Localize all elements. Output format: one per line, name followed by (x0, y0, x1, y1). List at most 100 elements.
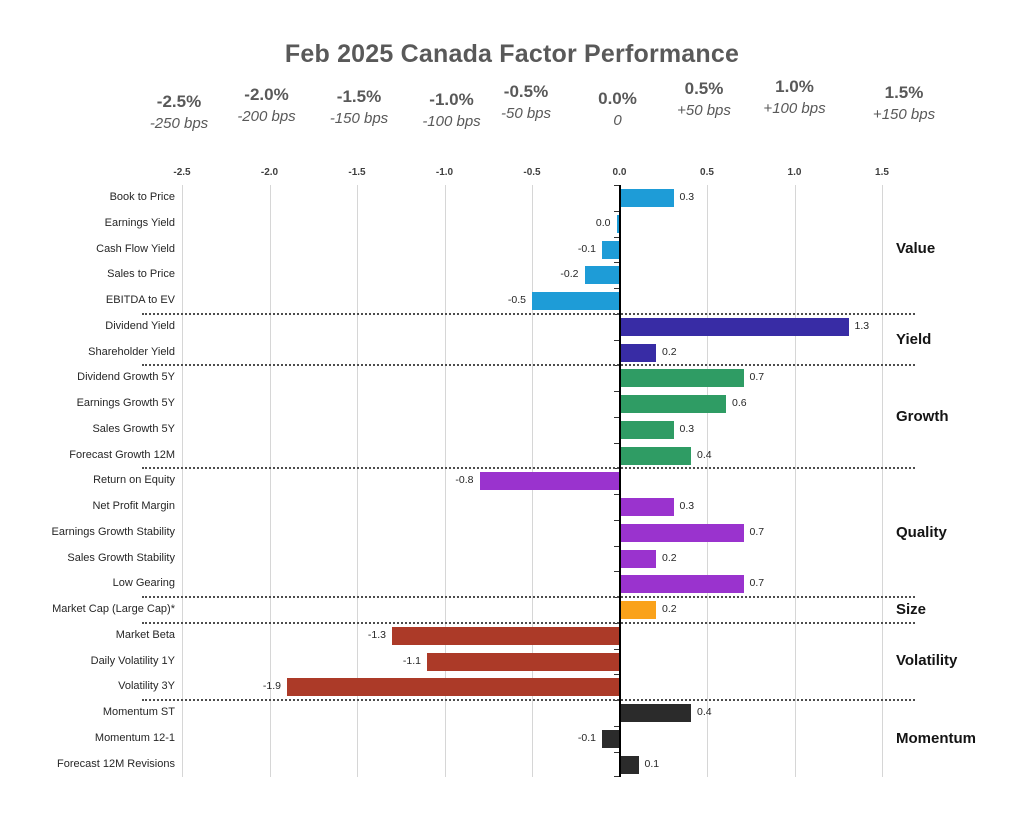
zero-axis-tick (614, 288, 619, 289)
group-separator (142, 467, 915, 470)
group-separator (142, 364, 915, 367)
group-separator (142, 699, 915, 701)
gridline (269, 185, 271, 777)
scale-column: 1.5% +150 bps (873, 83, 935, 123)
bar-value-label: 0.3 (679, 500, 695, 512)
zero-axis-tick (614, 185, 619, 186)
factor-bar (621, 549, 656, 568)
scale-column: 0.5% +50 bps (677, 79, 731, 119)
category-label: Quality (896, 523, 947, 541)
scale-bps-label: +50 bps (677, 102, 731, 119)
factor-bar (621, 369, 744, 388)
zero-axis-tick (614, 725, 619, 727)
group-separator (142, 621, 915, 624)
bar-value-label: -0.1 (577, 731, 596, 744)
bar-value-label: -1.9 (262, 680, 281, 693)
zero-axis-tick (614, 571, 619, 573)
scale-bps-label: 0 (613, 112, 622, 129)
factor-bar (621, 317, 849, 336)
scale-bps-label: -150 bps (329, 110, 389, 127)
factor-bar (621, 498, 674, 516)
bar-value-label: 0.4 (697, 706, 712, 718)
factor-bar (621, 446, 691, 465)
factor-bar (479, 472, 620, 491)
bar-value-label: 0.2 (662, 551, 677, 564)
bar-value-label: 0.7 (749, 577, 765, 590)
group-separator (142, 312, 915, 315)
bar-value-label: 0.7 (749, 371, 765, 384)
category-label: Growth (896, 407, 949, 425)
factor-bar (532, 292, 620, 310)
factor-bar (621, 343, 656, 362)
factor-label: Market Beta (115, 628, 175, 641)
factor-bar (287, 678, 620, 697)
factor-label: Momentum ST (102, 706, 175, 718)
factor-bar (621, 755, 639, 774)
zero-axis-tick (614, 262, 619, 264)
scale-bps-label: -50 bps (500, 105, 552, 122)
scale-column: -0.5% -50 bps (501, 82, 551, 122)
scale-percent-label: 0.0% (598, 89, 637, 108)
factor-label: Net Profit Margin (92, 500, 175, 512)
factor-label: Sales to Price (107, 268, 175, 281)
scale-percent-label: -2.0% (244, 85, 289, 104)
gridline (357, 185, 358, 777)
factor-label: Forecast Growth 12M (69, 448, 175, 461)
factor-label: Low Gearing (112, 577, 175, 590)
axis-tick-label: -1.0 (435, 167, 454, 178)
factor-bar (621, 601, 656, 619)
axis-tick-label: -2.5 (173, 167, 191, 178)
factor-label: Sales Growth 5Y (92, 422, 175, 435)
factor-bar (602, 729, 620, 748)
category-label: Momentum (896, 729, 976, 747)
axis-tick-label: 0.0 (612, 167, 627, 178)
factor-bar (427, 652, 620, 671)
category-label: Yield (896, 330, 932, 348)
scale-column: -2.0% -200 bps (237, 85, 295, 125)
factor-bar (602, 240, 620, 259)
factor-label: Earnings Yield (104, 216, 175, 229)
zero-axis-tick (614, 674, 619, 676)
scale-bps-label: +100 bps (763, 100, 826, 117)
bar-value-label: -0.5 (507, 294, 526, 306)
bar-value-label: 0.3 (679, 422, 695, 435)
bar-value-label: 0.3 (679, 191, 695, 203)
scale-column: -2.5% -250 bps (150, 92, 208, 132)
factor-label: Book to Price (109, 191, 175, 203)
zero-axis-tick (614, 648, 619, 650)
zero-axis-tick (614, 545, 619, 547)
factor-bar (621, 189, 674, 207)
zero-axis-tick (614, 339, 619, 341)
chart-title: Feb 2025 Canada Factor Performance (284, 40, 740, 68)
zero-axis-tick (614, 442, 619, 444)
factor-label: Earnings Growth 5Y (76, 397, 175, 409)
axis-tick-label: 1.0 (787, 167, 802, 178)
factor-bar (392, 626, 620, 645)
category-label: Value (896, 240, 936, 258)
gridline (444, 185, 446, 777)
axis-tick-label: -0.5 (523, 167, 541, 178)
zero-axis-tick (614, 751, 619, 753)
zero-axis-tick (614, 236, 619, 238)
factor-label: Daily Volatility 1Y (90, 654, 175, 667)
scale-percent-label: -0.5% (503, 82, 549, 101)
factor-label: Volatility 3Y (118, 680, 175, 693)
scale-percent-label: -1.5% (336, 87, 382, 106)
zero-axis-tick (614, 416, 619, 418)
zero-axis-tick (614, 391, 619, 392)
factor-bar (621, 523, 744, 542)
scale-column: 0.0% 0 (598, 89, 637, 129)
axis-tick-label: 0.5 (700, 167, 714, 178)
bar-value-label: -0.1 (577, 242, 596, 255)
scale-percent-label: -1.0% (429, 90, 474, 109)
zero-axis-line (619, 185, 621, 777)
bar-value-label: 0.6 (732, 397, 747, 409)
axis-tick-label: -2.0 (260, 167, 279, 178)
bar-value-label: 1.3 (854, 319, 870, 332)
bar-value-label: 0.4 (697, 448, 712, 461)
factor-label: Forecast 12M Revisions (57, 757, 175, 770)
factor-bar (584, 266, 620, 285)
factor-bar (621, 704, 691, 722)
axis-tick-label: -1.5 (348, 167, 366, 178)
group-separator (142, 596, 915, 598)
